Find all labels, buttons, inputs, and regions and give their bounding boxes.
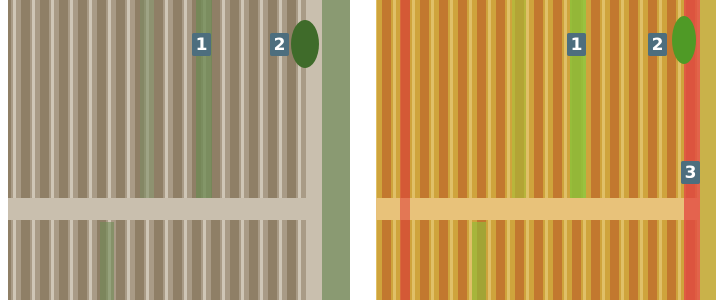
label: 3 — [685, 163, 697, 183]
green-row — [472, 222, 486, 300]
figure: 1 2 1 2 3 — [0, 0, 724, 308]
red-band — [400, 0, 410, 300]
label: 1 — [571, 35, 583, 55]
road — [376, 198, 716, 220]
tree — [672, 16, 696, 64]
label: 2 — [274, 35, 286, 55]
right-image: 1 2 3 — [376, 0, 716, 300]
grass — [322, 0, 350, 300]
green-row — [570, 0, 586, 198]
green-row — [512, 0, 526, 198]
tree — [291, 20, 319, 68]
label: 1 — [196, 35, 208, 55]
road — [8, 198, 350, 220]
left-image: 1 2 — [8, 0, 350, 300]
label: 2 — [652, 35, 664, 55]
green-row — [196, 0, 212, 198]
green-row — [140, 0, 154, 198]
page: 1 2 1 2 3 (() => { const data = JSON.par… — [0, 0, 724, 308]
grass — [700, 0, 716, 300]
green-row — [100, 222, 114, 300]
